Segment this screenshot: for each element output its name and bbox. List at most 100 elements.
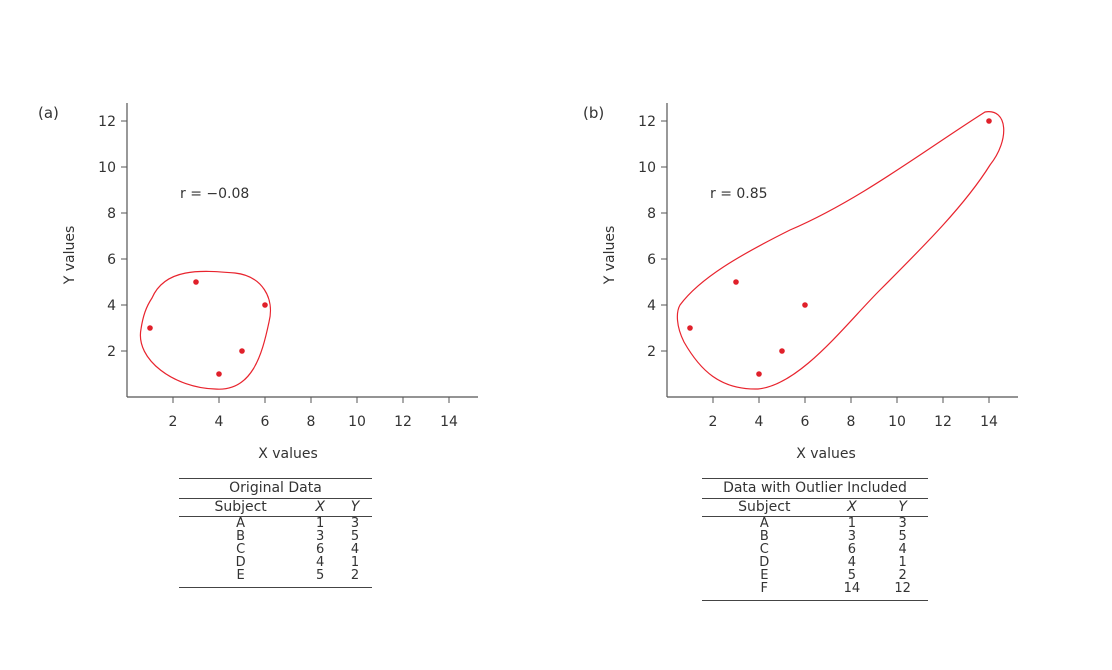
y-tick-label: 4 [647, 298, 656, 314]
scatter-panel-b: 2 4 6 8 10 12 14 2 4 6 8 10 12 (b) r = 0.85 X values Y v… [583, 103, 1018, 462]
y-cell: 12 [877, 582, 928, 601]
x-cell: 5 [847, 568, 857, 583]
column-header-subject: Subject [179, 498, 303, 517]
x-cell: 6 [847, 542, 857, 557]
table-title: Data with Outlier Included [702, 478, 928, 499]
y-cell: 4 [350, 542, 360, 557]
y-tick-label: 8 [647, 206, 656, 222]
x-cell: 5 [302, 569, 339, 588]
subject-cell: B [759, 529, 769, 544]
correlation-annotation: r = −0.08 [180, 186, 249, 202]
x-tick-label: 8 [847, 414, 856, 430]
subject-cell: D [759, 555, 770, 570]
y-axis-label: Y values [62, 226, 78, 286]
x-tick-label: 6 [261, 414, 270, 430]
table-title: Original Data [179, 478, 372, 499]
y-tick-label: 6 [647, 252, 656, 268]
y-tick-label: 2 [647, 344, 656, 360]
y-cell: 3 [898, 516, 907, 531]
table-row: C 6 4 [702, 543, 928, 556]
subject-cell: F [702, 582, 827, 601]
data-point [779, 348, 785, 354]
x-tick-label: 12 [394, 414, 412, 430]
y-axis-label: Y values [602, 226, 618, 286]
x-tick-label: 2 [169, 414, 178, 430]
panel-label: (a) [38, 104, 59, 122]
table-row: B 3 5 [702, 530, 928, 543]
data-cluster-outline [676, 111, 1005, 390]
data-cluster-outline [139, 270, 271, 390]
y-cell: 1 [350, 555, 360, 570]
data-point [733, 279, 739, 285]
y-tick-label: 2 [107, 344, 116, 360]
subject-cell: B [236, 529, 246, 544]
x-cell: 4 [316, 555, 325, 570]
x-axis-label: X values [258, 446, 318, 462]
y-tick-label: 8 [107, 206, 116, 222]
subject-cell: D [235, 555, 246, 570]
y-tick-label: 10 [638, 160, 656, 176]
table-row: E 5 2 [702, 569, 928, 582]
y-cell: 3 [350, 516, 360, 531]
table-row: F 14 12 [702, 582, 928, 601]
data-point [756, 371, 762, 377]
table-row: C 6 4 [179, 543, 372, 556]
x-tick-label: 2 [709, 414, 718, 430]
data-point [216, 371, 222, 377]
x-tick-label: 6 [801, 414, 810, 430]
correlation-annotation: r = 0.85 [710, 186, 768, 202]
y-cell: 5 [898, 529, 907, 544]
x-axis-label: X values [796, 446, 856, 462]
data-point [147, 325, 153, 331]
data-point [262, 302, 268, 308]
subject-cell: E [179, 569, 303, 588]
y-tick-label: 12 [98, 114, 116, 130]
table-row: B 3 5 [179, 530, 372, 543]
column-header-subject: Subject [702, 498, 827, 517]
y-cell: 5 [350, 529, 360, 544]
data-point [802, 302, 808, 308]
x-cell: 1 [316, 516, 325, 531]
scatter-panel-a: 2 4 6 8 10 12 14 2 4 6 8 10 12 (a) r = −0.08 X values Y … [38, 103, 478, 462]
y-cell: 1 [898, 555, 907, 570]
data-point [986, 118, 992, 124]
column-header-x: X [826, 498, 878, 517]
y-cell: 2 [338, 569, 372, 588]
y-tick-label: 12 [638, 114, 656, 130]
subject-cell: C [236, 542, 246, 557]
panel-label: (b) [583, 104, 604, 122]
table-row: D 4 1 [702, 556, 928, 569]
x-tick-label: 4 [755, 414, 764, 430]
y-cell: 4 [898, 542, 907, 557]
subject-cell: A [759, 516, 769, 531]
column-header-y: Y [877, 498, 928, 517]
y-tick-label: 4 [107, 298, 116, 314]
subject-cell: E [760, 568, 769, 583]
data-point [239, 348, 245, 354]
table-row: D 4 1 [179, 556, 372, 569]
x-tick-label: 4 [215, 414, 224, 430]
data-point [687, 325, 693, 331]
x-tick-label: 10 [348, 414, 366, 430]
y-tick-label: 6 [107, 252, 116, 268]
column-header-y: Y [338, 498, 372, 517]
table-row: A 1 3 [702, 517, 928, 531]
x-cell: 3 [847, 529, 857, 544]
x-cell: 1 [847, 516, 857, 531]
x-tick-label: 14 [980, 414, 998, 430]
subject-cell: C [759, 542, 769, 557]
y-cell: 2 [898, 568, 907, 583]
outlier-data-table: Data with Outlier Included Subject X Y A… [702, 478, 928, 601]
y-tick-label: 10 [98, 160, 116, 176]
x-tick-label: 12 [934, 414, 952, 430]
x-cell: 4 [847, 555, 857, 570]
subject-cell: A [236, 516, 246, 531]
x-cell: 14 [826, 582, 878, 601]
table-row: A 1 3 [179, 517, 372, 531]
x-cell: 6 [316, 542, 325, 557]
x-tick-label: 10 [888, 414, 906, 430]
x-cell: 3 [316, 529, 325, 544]
